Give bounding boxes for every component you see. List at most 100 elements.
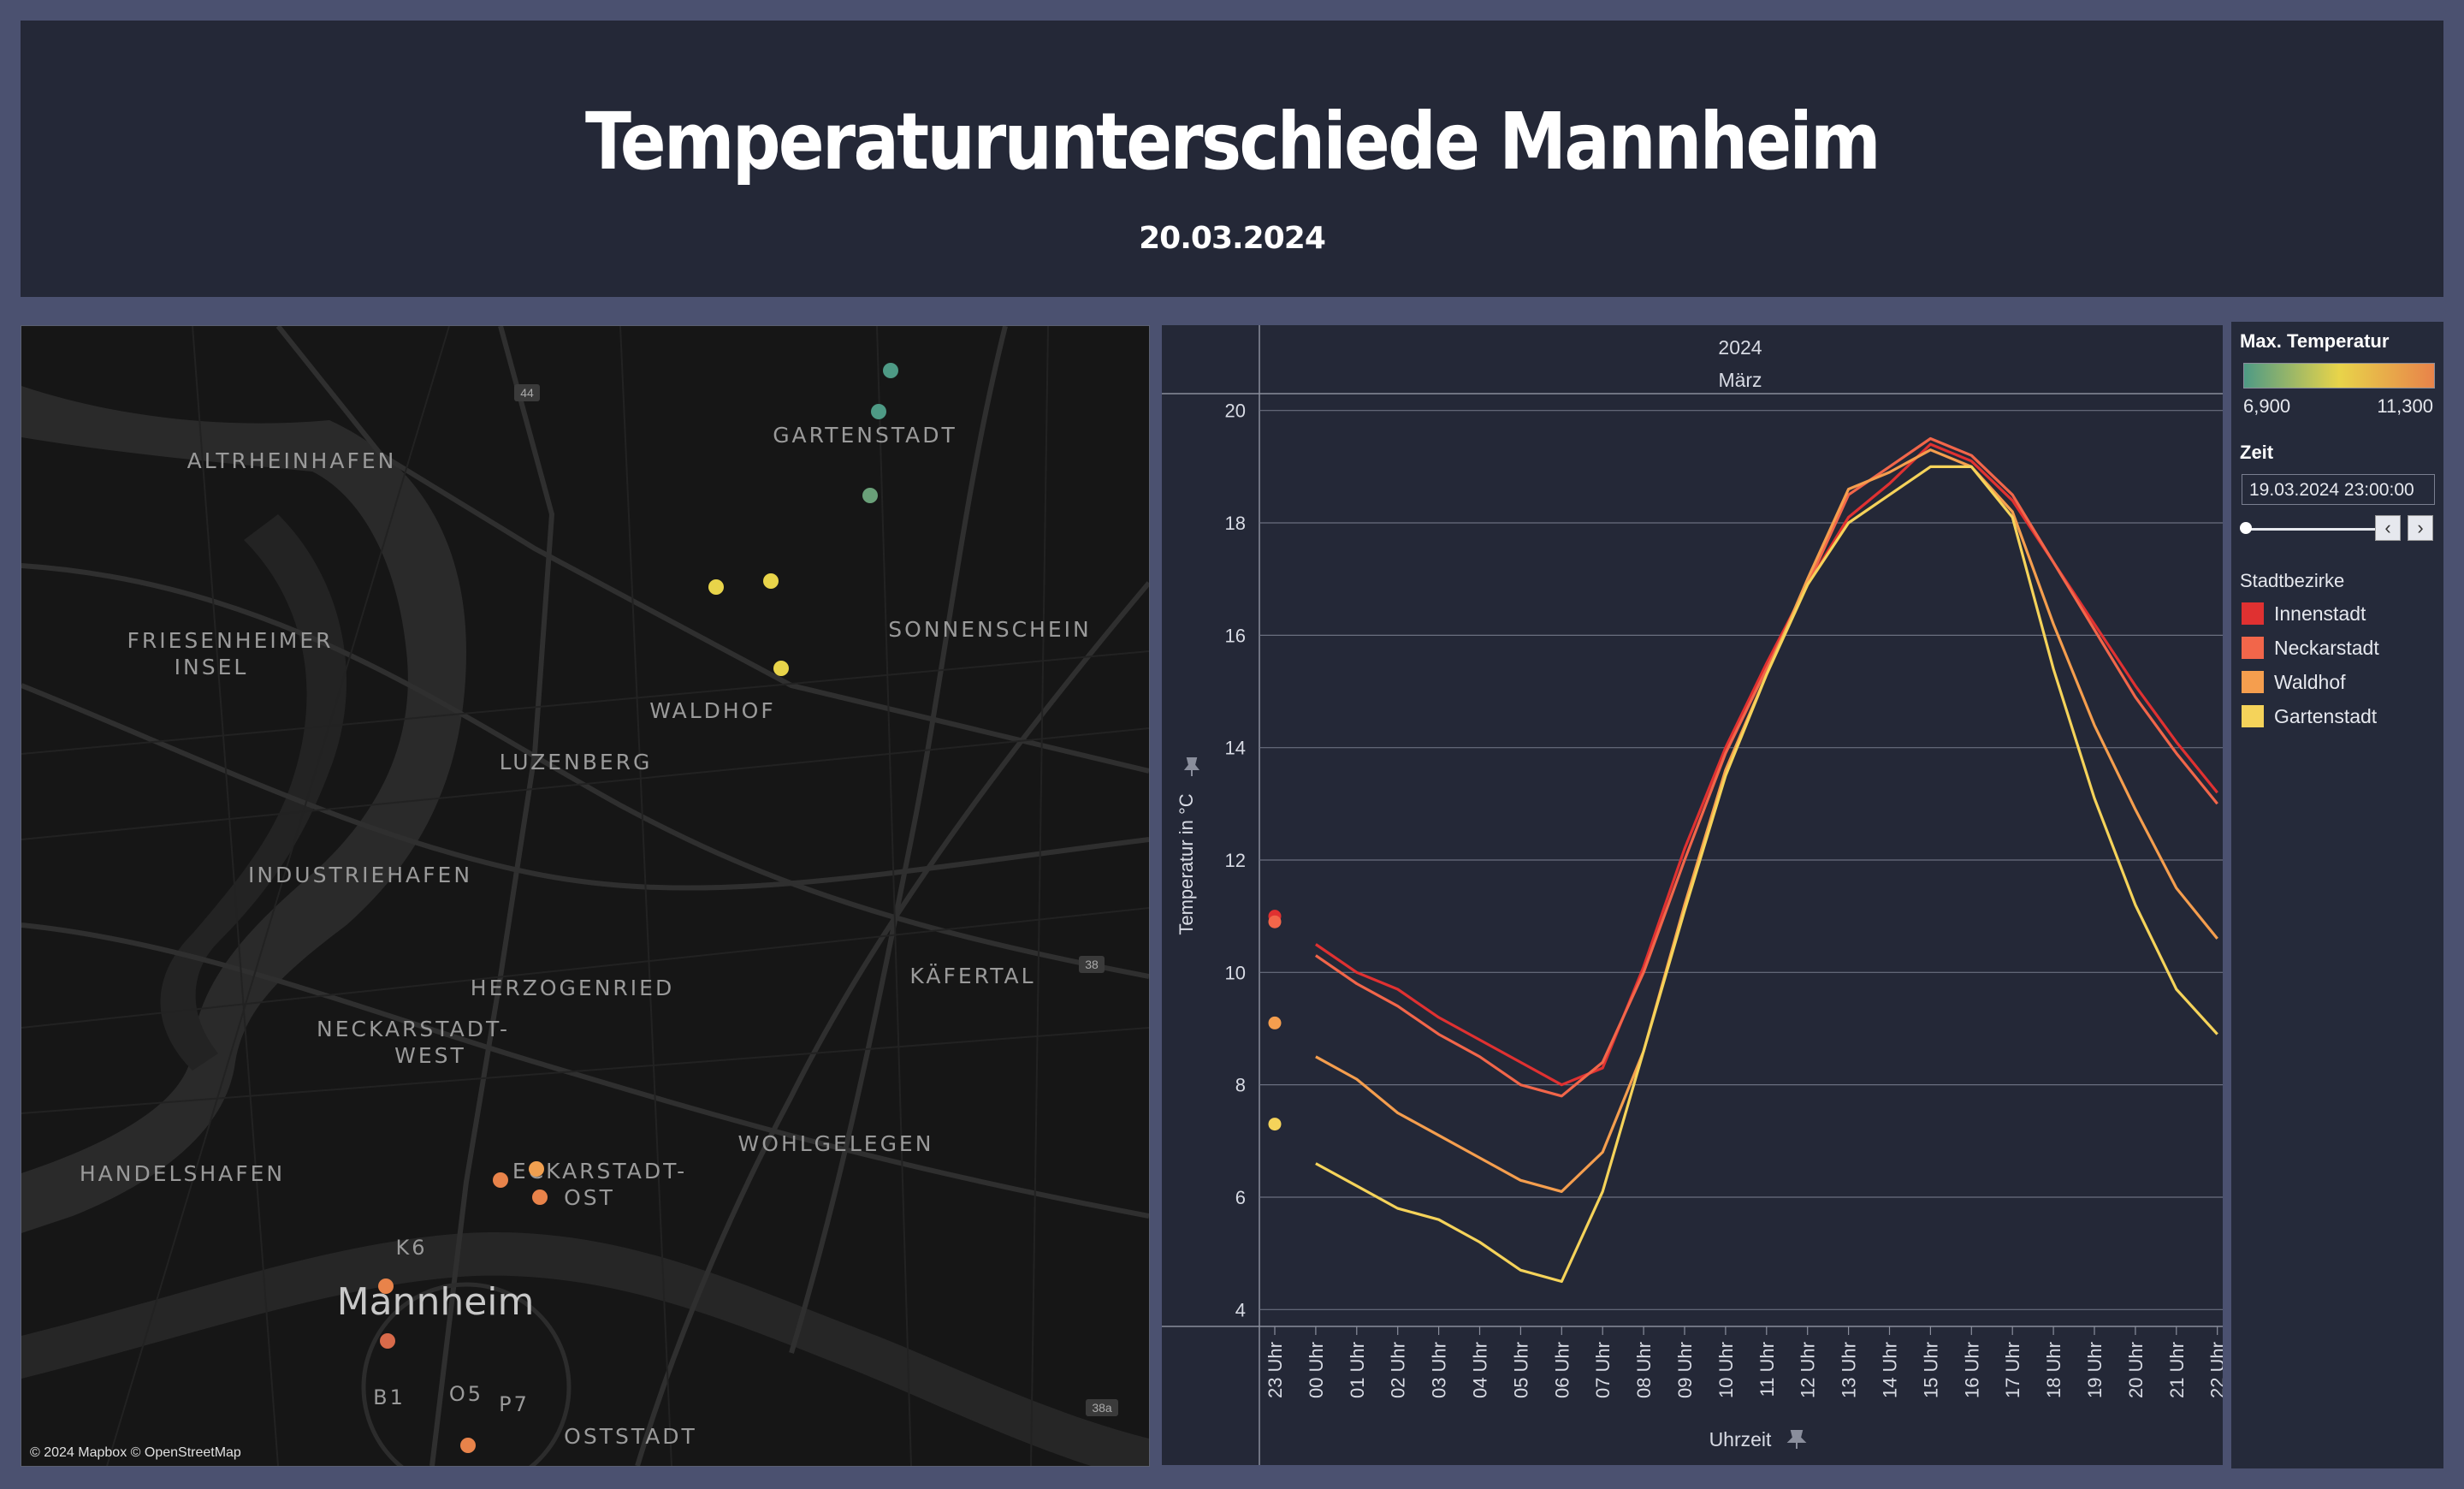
line-chart-svg: 2024 März 4 6 8 10 12 14 16 18 20 23 Uhr 00 Uhr 01…: [1162, 325, 2223, 1465]
station-marker[interactable]: [883, 363, 898, 378]
legend-label: Neckarstadt: [2274, 637, 2379, 659]
series-line-waldhof[interactable]: [1315, 448, 2218, 1193]
x-tick-label: 07 Uhr: [1592, 1342, 1614, 1398]
x-tick-label: 00 Uhr: [1306, 1342, 1327, 1398]
time-value-field[interactable]: 19.03.2024 23:00:00: [2242, 474, 2435, 505]
series-line-gartenstadt[interactable]: [1315, 465, 2218, 1284]
map-label-mannheim: Mannheim: [337, 1280, 535, 1324]
x-tick-label: 19 Uhr: [2084, 1342, 2106, 1398]
x-tick-label: 16 Uhr: [1961, 1342, 1982, 1398]
map-label-gartenstadt: GARTENSTADT: [773, 423, 957, 448]
chart-header-year: 2024: [1718, 336, 1762, 359]
map-canvas[interactable]: 44 38 38a ALTRHEINHAFEN GARTENSTADT FRIE…: [21, 326, 1149, 1466]
y-tick-label: 18: [1225, 513, 1246, 534]
x-tick-label: 05 Uhr: [1510, 1342, 1531, 1398]
legend-swatch: [2242, 602, 2264, 625]
station-marker[interactable]: [529, 1161, 544, 1177]
series-line-innenstadt[interactable]: [1314, 442, 2218, 1087]
y-tick-label: 20: [1225, 400, 1246, 422]
x-tick-label: 15 Uhr: [1920, 1342, 1941, 1398]
road-badge-38: 38: [1079, 956, 1105, 973]
x-axis-label: Uhrzeit: [1709, 1428, 1772, 1450]
x-tick-label: 08 Uhr: [1633, 1342, 1655, 1398]
map-label-wohlgelegen: WOHLGELEGEN: [738, 1131, 934, 1156]
x-tick-label: 06 Uhr: [1551, 1342, 1573, 1398]
station-marker[interactable]: [460, 1438, 476, 1453]
x-tick-label: 10 Uhr: [1715, 1342, 1737, 1398]
chart-header-month: März: [1718, 369, 1762, 391]
city-map[interactable]: 44 38 38a ALTRHEINHAFEN GARTENSTADT FRIE…: [21, 325, 1150, 1467]
y-tick-label: 14: [1225, 738, 1246, 759]
station-marker[interactable]: [708, 579, 724, 595]
station-markers[interactable]: [378, 363, 898, 1453]
x-axis-pin-icon[interactable]: [1786, 1430, 1807, 1449]
x-tick-label: 13 Uhr: [1839, 1342, 1860, 1398]
y-tick-label: 4: [1235, 1299, 1246, 1320]
color-legend-title: Max. Temperatur: [2240, 330, 2390, 352]
series-line-neckarstadt[interactable]: [1314, 436, 2218, 1098]
station-marker[interactable]: [773, 661, 789, 676]
legend-swatch: [2242, 671, 2264, 693]
x-tick-label: 02 Uhr: [1388, 1342, 1409, 1398]
legend-title: Stadtbezirke: [2240, 570, 2345, 591]
x-tick-label: 03 Uhr: [1429, 1342, 1450, 1398]
time-slider-handle[interactable]: [2240, 522, 2252, 534]
map-label-o5: O5: [449, 1382, 483, 1406]
legend-label: Waldhof: [2274, 671, 2346, 693]
station-marker[interactable]: [380, 1333, 395, 1349]
svg-text:38: 38: [1085, 958, 1099, 971]
legend-label: Gartenstadt: [2274, 705, 2378, 727]
time-filter-title: Zeit: [2240, 442, 2274, 463]
time-slider-track[interactable]: [2247, 528, 2375, 531]
station-marker[interactable]: [493, 1172, 508, 1188]
y-tick-label: 16: [1225, 625, 1246, 646]
dashboard-title: Temperaturunterschiede Mannheim: [585, 96, 1881, 187]
map-label-luzenberg: LUZENBERG: [500, 750, 653, 774]
y-tick-label: 12: [1225, 850, 1246, 871]
map-label-insel: INSEL: [175, 655, 249, 679]
x-tick-label: 18 Uhr: [2043, 1342, 2064, 1398]
svg-text:38a: 38a: [1092, 1401, 1112, 1415]
map-label-neckarstadt-ost-2: OST: [564, 1185, 615, 1210]
station-marker[interactable]: [763, 573, 779, 589]
y-tick-label: 8: [1235, 1075, 1246, 1096]
map-label-p7: P7: [499, 1392, 530, 1416]
color-max-value: 11,300: [2377, 395, 2433, 417]
map-label-friesenheimer: FRIESENHEIMER: [127, 628, 334, 653]
x-tick-label: 21 Uhr: [2166, 1342, 2188, 1398]
series-point-waldhof[interactable]: [1268, 1016, 1282, 1029]
series-point-gartenstadt[interactable]: [1268, 1118, 1282, 1131]
svg-text:44: 44: [520, 386, 534, 400]
x-tick-label: 04 Uhr: [1470, 1342, 1491, 1398]
y-axis-pin-icon[interactable]: [1183, 757, 1200, 776]
x-tick-label: 17 Uhr: [2002, 1342, 2023, 1398]
station-marker[interactable]: [532, 1189, 548, 1205]
map-attribution: © 2024 Mapbox © OpenStreetMap: [30, 1445, 241, 1460]
station-marker[interactable]: [378, 1278, 394, 1294]
station-marker[interactable]: [862, 488, 878, 503]
map-label-oststadt: OSTSTADT: [564, 1424, 697, 1449]
temperature-chart: 2024 März 4 6 8 10 12 14 16 18 20 23 Uhr 00 Uhr 01…: [1162, 325, 2223, 1465]
y-tick-label: 6: [1235, 1187, 1246, 1208]
road-badge-44: 44: [514, 384, 540, 401]
x-tick-label: 14 Uhr: [1880, 1342, 1901, 1398]
time-prev-button[interactable]: ‹: [2375, 515, 2401, 541]
x-tick-label: 01 Uhr: [1347, 1342, 1368, 1398]
map-label-sonnenschein: SONNENSCHEIN: [888, 617, 1091, 642]
x-tick-label: 09 Uhr: [1674, 1342, 1696, 1398]
color-min-value: 6,900: [2243, 395, 2291, 417]
x-tick-label: 22 Uhr: [2207, 1342, 2223, 1398]
time-next-button[interactable]: ›: [2408, 515, 2433, 541]
legend-swatch: [2242, 637, 2264, 659]
map-label-herzogenried: HERZOGENRIED: [471, 976, 674, 1000]
legend-label: Innenstadt: [2274, 602, 2366, 625]
map-label-neckarstadt-west-1: NECKARSTADT-: [317, 1017, 510, 1041]
map-label-b1: B1: [373, 1385, 406, 1409]
series-point-neckarstadt[interactable]: [1268, 915, 1282, 928]
color-gradient-bar: [2243, 363, 2435, 389]
map-label-k6: K6: [395, 1236, 427, 1260]
station-marker[interactable]: [871, 404, 886, 419]
filter-legend-panel: Max. Temperatur 6,900 11,300 Zeit 19.03.…: [2231, 322, 2443, 1468]
x-tick-label: 12 Uhr: [1798, 1342, 1819, 1398]
x-tick-label: 11 Uhr: [1756, 1342, 1778, 1397]
